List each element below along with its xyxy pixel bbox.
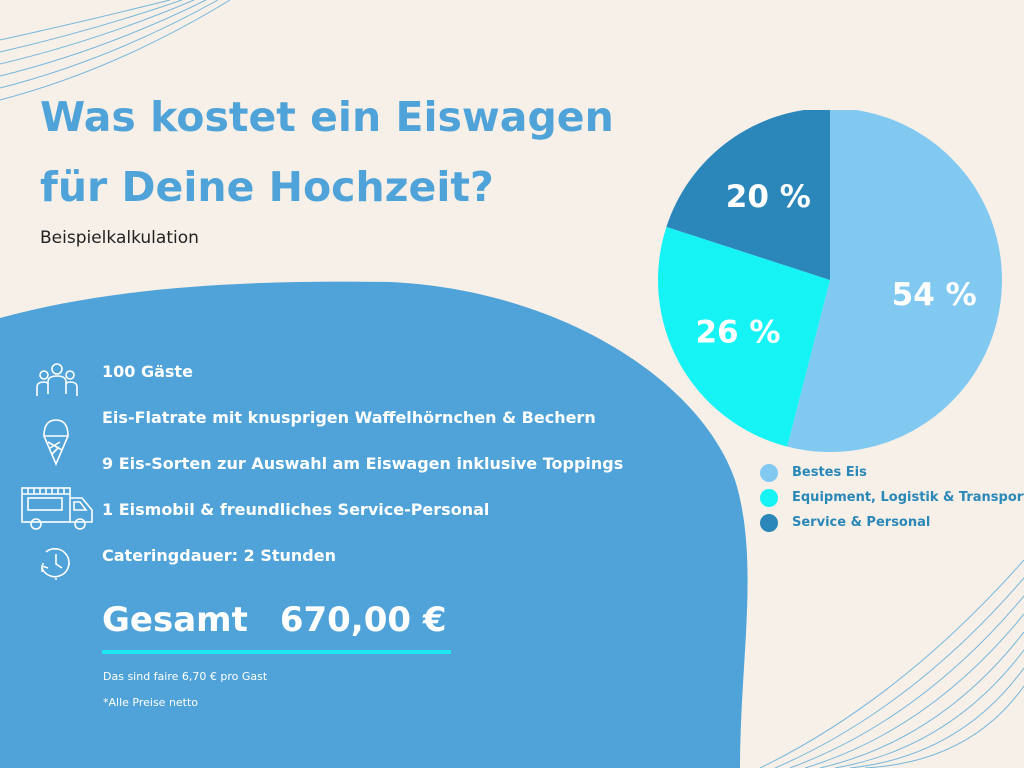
per-guest-note: Das sind faire 6,70 € pro Gast — [103, 670, 268, 683]
feature-flatrate: Eis-Flatrate mit knusprigen Waffelhörnch… — [102, 408, 596, 427]
net-note: *Alle Preise netto — [103, 696, 199, 709]
feature-duration: Cateringdauer: 2 Stunden — [102, 546, 336, 565]
page-title: Was kostet ein Eiswagen für Deine Hochze… — [40, 82, 614, 222]
pie-slice-0 — [787, 110, 1003, 452]
people-icon — [36, 363, 78, 396]
feature-flavors: 9 Eis-Sorten zur Auswahl am Eiswagen ink… — [102, 454, 624, 473]
total-amount: 670,00 € — [279, 600, 447, 640]
feature-guests: 100 Gäste — [102, 362, 193, 381]
clock-icon — [41, 547, 70, 580]
legend-label: Equipment, Logistik & Transport — [792, 490, 1024, 505]
pie-data-label-0: 54 % — [892, 277, 977, 313]
total-label: Gesamt — [102, 600, 248, 640]
ice-cream-cone-icon — [43, 419, 69, 467]
cost-pie-chart: 54 % 26 % 20 % — [658, 110, 1003, 452]
pie-slice-2 — [666, 110, 830, 280]
pie-data-label-1: 26 % — [695, 315, 780, 351]
pie-data-label-2: 20 % — [726, 179, 811, 215]
title-line-2: für Deine Hochzeit? — [40, 163, 494, 211]
subtitle: Beispielkalkulation — [40, 228, 199, 248]
legend-label: Service & Personal — [792, 515, 931, 530]
legend-label: Bestes Eis — [792, 465, 867, 480]
legend-swatch — [760, 514, 778, 532]
total-underline — [102, 650, 451, 654]
feature-truck: 1 Eismobil & freundliches Service-Person… — [102, 500, 490, 519]
legend-swatch — [760, 464, 778, 482]
legend-swatch — [760, 489, 778, 507]
total-price: Gesamt 670,00 € — [102, 600, 447, 640]
ice-cream-truck-icon — [21, 487, 93, 530]
title-line-1: Was kostet ein Eiswagen — [40, 93, 614, 141]
pie-slice-1 — [658, 226, 830, 447]
